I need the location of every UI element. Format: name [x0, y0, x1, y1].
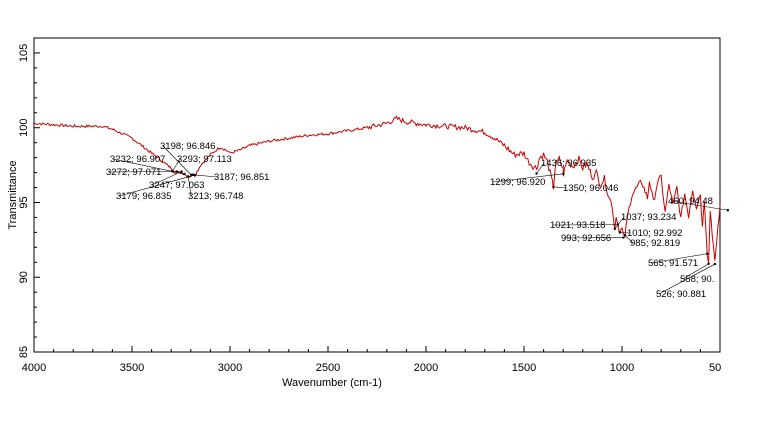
y-tick-label: 100 — [18, 119, 30, 137]
annotation-label: 3232; 96.907 — [110, 154, 165, 165]
annotation-marker — [180, 170, 183, 173]
x-tick-label: 50 — [709, 362, 721, 374]
annotation-layer: 3198; 96.846 3232; 96.907 3293; 97.113 3272… — [106, 141, 730, 300]
annotation-marker — [618, 231, 622, 234]
annotation-leader — [624, 234, 634, 244]
annotation-marker — [726, 209, 730, 212]
annotation-leader — [536, 162, 545, 174]
annotation-label: 3198; 96.846 — [160, 141, 215, 152]
annotation-leader — [151, 171, 182, 186]
annotation-marker — [562, 172, 565, 175]
x-tick-label: 1500 — [512, 362, 536, 374]
annotation-label: 3179; 96.835 — [116, 191, 171, 202]
x-tick-label: 2000 — [414, 362, 438, 374]
annotation-marker — [622, 236, 625, 239]
annotation-label: 3187; 96.851 — [214, 172, 269, 183]
x-tick-label: 3000 — [218, 362, 242, 374]
annotation-leader — [172, 158, 181, 172]
annotation-label: 565; 91.571 — [648, 258, 698, 269]
annotation-marker — [183, 172, 186, 176]
annotation-label: 993; 92.656 — [561, 233, 611, 244]
annotation-label: 460; 94.48 — [668, 196, 713, 207]
annotation-leader — [658, 263, 716, 295]
annotation-leader — [118, 174, 195, 197]
x-tick-label: 2500 — [316, 362, 340, 374]
x-axis-title: Wavenumber (cm-1) — [282, 377, 382, 389]
y-axis: 85 90 95 100 105 — [18, 37, 40, 358]
annotation-label: 3272; 97.071 — [106, 167, 161, 178]
annotation-marker — [535, 172, 538, 175]
y-tick-label: 105 — [18, 44, 30, 62]
annotation-label: 526; 90.881 — [656, 289, 706, 300]
series-layer — [33, 115, 721, 264]
plot-area — [33, 37, 721, 353]
annotation-marker — [616, 223, 620, 226]
annotation-marker — [706, 252, 709, 255]
y-tick-label: 95 — [18, 196, 30, 208]
annotation-leader — [614, 216, 625, 230]
annotation-marker — [187, 175, 190, 178]
x-axis: 4000 3500 3000 2500 2000 1500 1000 50 — [22, 346, 721, 374]
annotation-leader — [162, 145, 192, 176]
annotation-label: 1010; 92.992 — [627, 228, 682, 239]
annotation-label: 1037; 93.234 — [621, 212, 676, 223]
x-tick-label: 4000 — [22, 362, 46, 374]
y-tick-label: 90 — [18, 271, 30, 283]
annotation-marker — [189, 173, 193, 177]
annotation-label: 1350; 96.046 — [563, 183, 618, 194]
annotation-marker — [707, 262, 710, 265]
annotation-marker — [552, 185, 555, 189]
x-tick-label: 1000 — [610, 362, 634, 374]
annotation-label: 1436; 96.935 — [541, 158, 596, 169]
annotation-marker — [193, 173, 197, 177]
annotation-leader — [193, 174, 218, 178]
annotation-leader — [650, 253, 708, 264]
annotation-label: 3247; 97.063 — [149, 180, 204, 191]
annotation-label: 558; 90. — [680, 274, 714, 285]
annotation-marker — [713, 262, 717, 266]
annotation-leader — [553, 186, 567, 189]
y-axis-title: Transmittance — [7, 160, 19, 229]
annotation-leader — [492, 173, 564, 183]
annotation-label: 3293; 97.113 — [177, 154, 232, 165]
annotation-leader — [187, 176, 192, 197]
annotation-marker — [175, 170, 178, 173]
annotation-label: 985; 92.819 — [630, 238, 680, 249]
annotation-label: 3213; 96.748 — [188, 191, 243, 202]
annotation-label: 1299; 96.920 — [490, 177, 545, 188]
annotation-marker — [613, 227, 616, 231]
annotation-leader — [682, 263, 709, 280]
x-tick-label: 3500 — [120, 362, 144, 374]
series-line — [33, 115, 721, 264]
annotation-label: 1021; 93.518 — [550, 220, 605, 231]
annotation-marker — [623, 233, 627, 237]
annotation-leader — [670, 200, 728, 211]
y-tick-label: 85 — [18, 346, 30, 358]
